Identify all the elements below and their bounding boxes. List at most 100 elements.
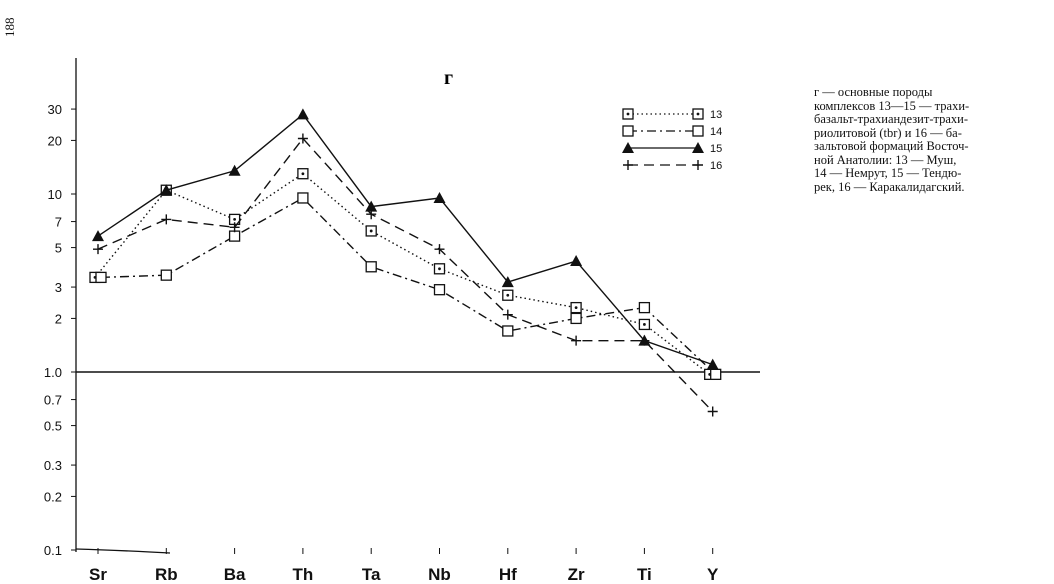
y-tick-label: 30 bbox=[48, 102, 62, 117]
series-13-point-dot bbox=[506, 293, 510, 297]
series-14-point bbox=[95, 271, 107, 284]
series-15-line bbox=[97, 113, 713, 366]
y-tick-label: 2 bbox=[55, 311, 62, 326]
series-15-point bbox=[433, 191, 446, 203]
series-13-point-dot bbox=[626, 112, 630, 116]
series-15-point bbox=[692, 142, 704, 153]
caption-line: риолитовой (tbr) и 16 — ба- bbox=[814, 125, 962, 140]
series-16-point bbox=[502, 309, 513, 320]
series-13-point-dot bbox=[369, 229, 373, 233]
x-axis-categories: Sr Rb Ba Th Ta Nb Hf Zr Ti Y bbox=[89, 548, 719, 584]
series-14-point bbox=[160, 269, 172, 281]
series-13-line bbox=[94, 172, 711, 375]
legend: 13 14 15 16 bbox=[622, 108, 722, 172]
panel-label: г bbox=[444, 67, 453, 89]
legend-entry-15: 15 bbox=[622, 142, 722, 155]
series-16-point bbox=[571, 335, 582, 346]
series-14-point bbox=[502, 325, 514, 337]
x-tick-label: Ba bbox=[224, 565, 246, 584]
series-14-point bbox=[433, 284, 446, 296]
series-16-point bbox=[693, 160, 703, 170]
caption-line: г — основные породы bbox=[814, 85, 933, 99]
legend-label: 14 bbox=[710, 126, 722, 138]
x-tick-label: Hf bbox=[499, 565, 517, 584]
x-tick-label: Y bbox=[707, 565, 719, 584]
legend-entry-16: 16 bbox=[623, 160, 722, 172]
x-tick-label: Zr bbox=[568, 565, 585, 584]
series-13 bbox=[89, 168, 716, 381]
series-16-point bbox=[93, 244, 103, 255]
legend-label: 13 bbox=[710, 109, 722, 121]
series-13-point-dot bbox=[438, 267, 441, 271]
caption-line: рек, 16 — Каракалидагский. bbox=[814, 179, 965, 194]
x-tick-label: Ti bbox=[637, 565, 652, 584]
series-16-point bbox=[366, 209, 377, 220]
x-tick-label: Sr bbox=[89, 565, 107, 584]
x-tick-label: Ta bbox=[362, 565, 381, 584]
x-tick-label: Nb bbox=[428, 565, 451, 584]
series-13-point-dot bbox=[574, 306, 578, 310]
legend-label: 16 bbox=[710, 160, 722, 172]
series-14-point bbox=[570, 312, 582, 325]
y-tick-label: 7 bbox=[55, 215, 62, 230]
series-16-point bbox=[623, 160, 633, 170]
caption-line: базальт-трахиандезит-трахи- bbox=[814, 112, 969, 126]
series-15 bbox=[92, 108, 719, 370]
y-tick-label: 3 bbox=[55, 280, 62, 295]
series-lines bbox=[89, 108, 722, 417]
y-tick-label: 1.0 bbox=[44, 365, 62, 380]
series-15-point bbox=[622, 142, 634, 153]
series-15-point bbox=[160, 184, 173, 196]
series-16-point bbox=[434, 244, 445, 255]
series-14-line bbox=[100, 197, 717, 375]
y-tick-label: 0.3 bbox=[44, 458, 62, 473]
series-16 bbox=[93, 133, 718, 417]
caption-line: комплексов 13—15 — трахи- bbox=[814, 98, 970, 113]
y-tick-label: 20 bbox=[48, 133, 62, 148]
caption-line: зальтовой формаций Восточ- bbox=[814, 139, 969, 153]
series-16-point bbox=[229, 222, 240, 233]
series-14-point bbox=[297, 192, 309, 204]
y-tick-label: 0.1 bbox=[44, 543, 62, 558]
legend-label: 15 bbox=[710, 143, 722, 155]
series-14-point bbox=[692, 125, 704, 137]
series-15-point bbox=[296, 108, 309, 120]
series-15-point bbox=[365, 200, 378, 212]
axes bbox=[75, 58, 760, 554]
y-tick-label: 0.7 bbox=[44, 393, 62, 408]
series-14-point bbox=[710, 368, 722, 381]
series-15-point bbox=[92, 230, 104, 242]
series-14-point bbox=[365, 261, 377, 273]
y-tick-label: 0.5 bbox=[44, 419, 62, 434]
x-tick-label: Rb bbox=[155, 565, 178, 584]
caption-line: 14 — Немрут, 15 — Тендю- bbox=[814, 166, 962, 180]
series-14 bbox=[95, 192, 722, 381]
series-16-point bbox=[161, 214, 172, 225]
y-tick-label: 5 bbox=[55, 241, 62, 256]
caption-line: ной Анатолии: 13 — Муш, bbox=[814, 152, 957, 167]
series-15-point bbox=[228, 164, 241, 176]
series-13-point-dot bbox=[301, 172, 305, 176]
series-14-point bbox=[622, 125, 634, 137]
series-14-point bbox=[638, 301, 651, 314]
y-tick-label: 0.2 bbox=[44, 489, 62, 504]
legend-entry-14: 14 bbox=[622, 125, 722, 138]
series-16-point bbox=[639, 335, 650, 346]
series-16-point bbox=[297, 133, 308, 144]
series-16-line bbox=[97, 137, 714, 412]
series-15-point bbox=[706, 358, 719, 370]
y-axis-ticks: 30 20 10 7 5 3 2 1.0 0.7 0.5 0.3 0.2 0.1 bbox=[44, 102, 76, 558]
x-tick-label: Th bbox=[293, 565, 314, 584]
legend-entry-13: 13 bbox=[622, 108, 722, 121]
series-13-point-dot bbox=[696, 112, 700, 116]
series-14-point bbox=[228, 230, 241, 242]
series-13-point-dot bbox=[233, 217, 237, 221]
x-axis-baseline bbox=[75, 548, 171, 554]
series-15-point bbox=[501, 276, 514, 288]
y-tick-label: 10 bbox=[48, 187, 62, 202]
series-16-point bbox=[707, 406, 718, 417]
figure-caption: г — основные породы комплексов 13—15 — тр… bbox=[814, 85, 1046, 194]
series-15-point bbox=[570, 255, 583, 267]
series-13-point-dot bbox=[643, 323, 646, 326]
